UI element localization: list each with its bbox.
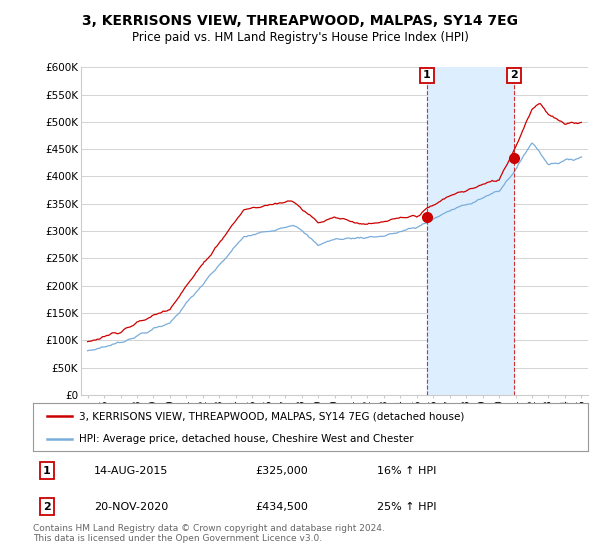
- Text: 3, KERRISONS VIEW, THREAPWOOD, MALPAS, SY14 7EG (detached house): 3, KERRISONS VIEW, THREAPWOOD, MALPAS, S…: [79, 411, 464, 421]
- Text: 1: 1: [43, 465, 51, 475]
- Text: Price paid vs. HM Land Registry's House Price Index (HPI): Price paid vs. HM Land Registry's House …: [131, 31, 469, 44]
- Text: £325,000: £325,000: [255, 465, 308, 475]
- Text: HPI: Average price, detached house, Cheshire West and Chester: HPI: Average price, detached house, Ches…: [79, 434, 413, 444]
- Text: 16% ↑ HPI: 16% ↑ HPI: [377, 465, 436, 475]
- Text: Contains HM Land Registry data © Crown copyright and database right 2024.
This d: Contains HM Land Registry data © Crown c…: [33, 524, 385, 543]
- Text: 20-NOV-2020: 20-NOV-2020: [94, 502, 168, 512]
- Text: 2: 2: [510, 71, 518, 81]
- Text: £434,500: £434,500: [255, 502, 308, 512]
- Text: 1: 1: [423, 71, 431, 81]
- Text: 2: 2: [43, 502, 51, 512]
- Text: 25% ↑ HPI: 25% ↑ HPI: [377, 502, 437, 512]
- Text: 14-AUG-2015: 14-AUG-2015: [94, 465, 169, 475]
- Text: 3, KERRISONS VIEW, THREAPWOOD, MALPAS, SY14 7EG: 3, KERRISONS VIEW, THREAPWOOD, MALPAS, S…: [82, 14, 518, 28]
- Bar: [427, 67, 514, 395]
